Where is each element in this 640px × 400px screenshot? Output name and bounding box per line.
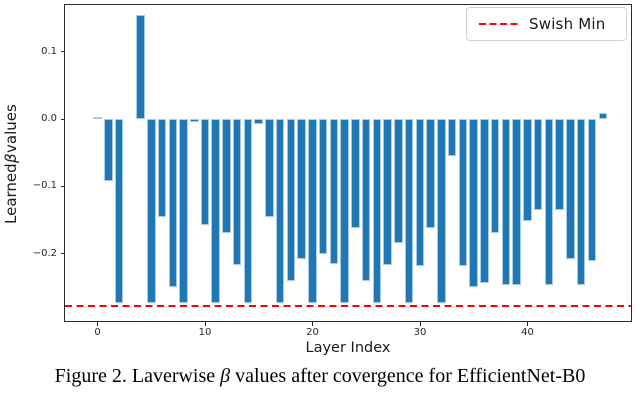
bar-layer-10 — [200, 119, 210, 225]
y-tick-mark — [60, 253, 64, 255]
bar-layer-31 — [426, 119, 435, 228]
bar-layer-32 — [437, 119, 446, 304]
x-tick-mark — [312, 322, 314, 326]
bar-layer-5 — [147, 119, 156, 304]
bar-layer-18 — [286, 119, 296, 282]
bar-layer-13 — [232, 119, 242, 265]
bar-layer-15 — [254, 119, 263, 125]
bar-layer-42 — [544, 119, 554, 285]
y-axis-label-text: Learned — [2, 162, 20, 224]
x-tick-label-0: 0 — [94, 327, 101, 338]
legend-label: Swish Min — [529, 15, 606, 33]
bar-layer-45 — [576, 119, 586, 285]
x-tick-mark — [527, 322, 529, 326]
bar-layer-41 — [533, 119, 543, 210]
bar-layer-46 — [587, 119, 597, 261]
caption-text-2: values after covergence for EfficientNet… — [230, 365, 586, 387]
bar-layer-1 — [104, 119, 113, 181]
legend: Swish Min — [466, 7, 627, 41]
bar-layer-12 — [222, 119, 231, 234]
bar-layer-39 — [512, 119, 521, 285]
bar-layer-30 — [415, 119, 425, 266]
bar-layer-6 — [157, 119, 167, 217]
bar-layer-28 — [394, 119, 403, 243]
bar-layer-2 — [114, 119, 124, 304]
x-tick-mark — [97, 322, 99, 326]
caption-beta-symbol: β — [220, 365, 231, 387]
bar-layer-33 — [447, 119, 457, 156]
x-tick-label-10: 10 — [198, 327, 212, 338]
bar-layer-21 — [318, 119, 328, 254]
x-tick-mark — [419, 322, 421, 326]
bar-layer-7 — [168, 119, 178, 288]
figure-caption: Figure 2. Laverwise β values after cover… — [0, 365, 640, 388]
bar-layer-20 — [308, 119, 317, 304]
x-tick-label-40: 40 — [521, 327, 534, 338]
x-tick-mark — [204, 322, 206, 326]
y-tick-label-0.1: 0.1 — [41, 45, 57, 57]
bar-layer-40 — [523, 119, 532, 221]
bar-layer-23 — [340, 119, 349, 304]
dashed-line-icon — [479, 22, 518, 26]
plot-area — [64, 4, 632, 322]
bar-layer-47 — [598, 112, 608, 119]
y-tick-label-−0.2: −0.2 — [32, 247, 57, 259]
bar-layer-38 — [501, 119, 511, 285]
caption-text: Figure 2. Laverwise — [54, 365, 221, 387]
bar-layer-25 — [361, 119, 371, 281]
beta-symbol: β — [2, 153, 20, 163]
bar-layer-4 — [136, 14, 145, 119]
bar-layer-19 — [297, 119, 306, 259]
bar-layer-0 — [93, 117, 102, 119]
bar-layer-27 — [383, 119, 392, 265]
bar-layer-22 — [329, 119, 339, 264]
y-tick-mark — [60, 118, 64, 120]
y-tick-label-0.0: 0.0 — [41, 113, 57, 124]
bar-layer-44 — [566, 119, 575, 259]
bar-layer-34 — [458, 119, 468, 266]
bar-layer-29 — [404, 119, 414, 304]
bar-layer-11 — [211, 119, 220, 304]
y-tick-mark — [60, 51, 64, 53]
bar-layer-14 — [243, 119, 253, 304]
bar-layer-35 — [469, 119, 478, 287]
y-tick-mark — [60, 185, 64, 187]
bar-layer-16 — [265, 119, 274, 217]
x-axis-label: Layer Index — [305, 340, 391, 356]
x-tick-label-20: 20 — [306, 327, 319, 338]
bar-layer-8 — [179, 119, 188, 304]
x-tick-label-30: 30 — [413, 327, 427, 338]
bar-layer-36 — [480, 119, 489, 283]
bar-layer-9 — [190, 119, 199, 122]
y-axis-label-text-2: values — [2, 104, 20, 154]
bar-layer-26 — [372, 119, 382, 304]
y-tick-label-−0.1: −0.1 — [32, 180, 57, 192]
bar-layer-17 — [275, 119, 285, 304]
bar-layer-24 — [351, 119, 360, 228]
y-axis-label: Learned β values — [2, 44, 20, 284]
bar-layer-37 — [490, 119, 500, 234]
swish-min-line — [65, 305, 631, 308]
bar-layer-43 — [555, 119, 564, 210]
